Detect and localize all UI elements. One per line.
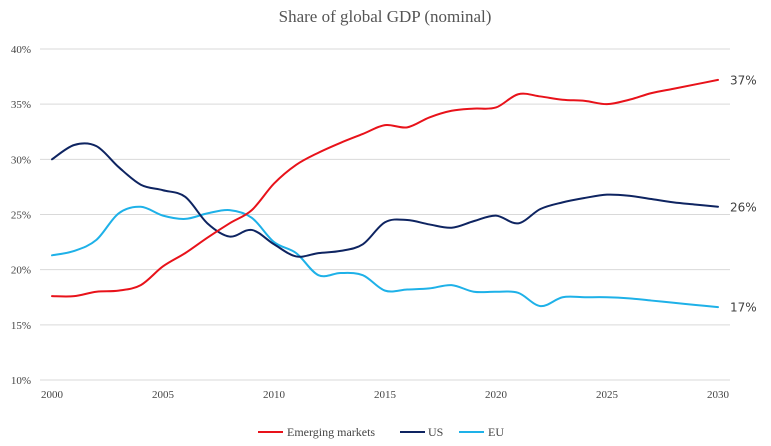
x-axis-tick-labels: 2000 2005 2010 2015 2020 2025 2030 [41,389,730,401]
series-line-us [51,142,719,258]
x-tick-label: 2005 [152,389,175,401]
x-tick-label: 2020 [485,389,508,401]
end-label-emerging-markets: 37% [730,73,757,87]
gridlines [40,48,730,381]
end-label-us: 26% [730,200,757,214]
y-tick-label: 15% [11,320,31,332]
legend-item-us: US [400,425,443,439]
legend-label: EU [488,425,504,439]
chart-title: Share of global GDP (nominal) [279,7,492,26]
x-tick-label: 2025 [596,389,619,401]
y-tick-label: 20% [11,265,31,277]
x-tick-label: 2030 [707,389,730,401]
series-line-emerging-markets [51,78,719,298]
x-tick-label: 2015 [374,389,397,401]
y-tick-label: 30% [11,154,31,166]
end-label-eu: 17% [730,301,757,315]
legend-item-emerging-markets: Emerging markets [258,425,375,439]
series-end-labels: 37% 26% 17% [730,73,757,314]
x-tick-label: 2000 [41,389,64,401]
series-line-eu [51,205,719,309]
legend-label: US [428,425,443,439]
legend-label: Emerging markets [287,425,375,439]
x-tick-label: 2010 [263,389,286,401]
y-tick-label: 35% [11,99,31,111]
y-axis-tick-labels: 10% 15% 20% 25% 30% 35% 40% [11,44,31,387]
y-tick-label: 10% [11,375,31,387]
legend-item-eu: EU [459,425,504,439]
y-tick-label: 25% [11,210,31,222]
legend: Emerging markets US EU [258,425,504,439]
y-tick-label: 40% [11,44,31,56]
series-lines [51,78,719,309]
